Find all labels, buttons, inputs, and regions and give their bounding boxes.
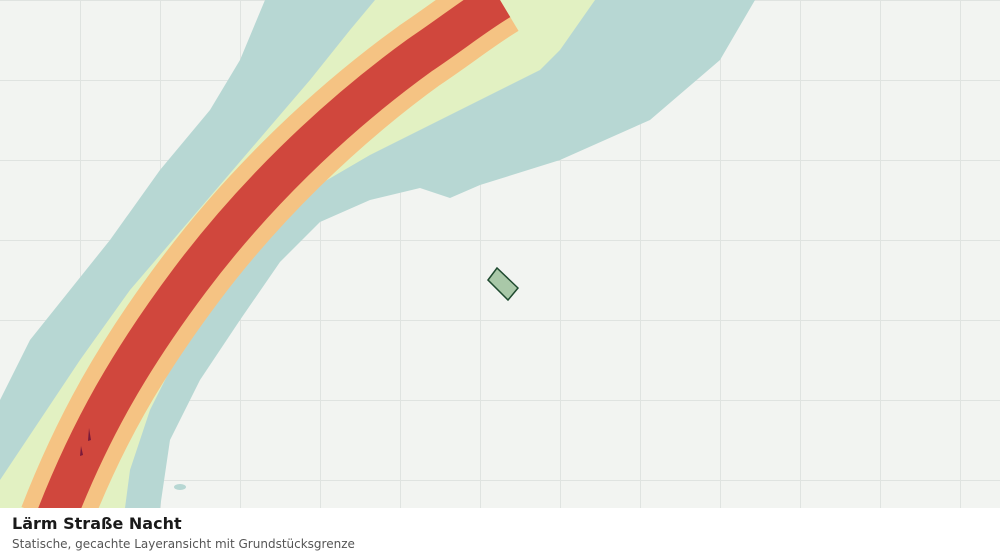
noise-patch xyxy=(174,484,186,490)
layer-title: Lärm Straße Nacht xyxy=(12,514,182,533)
layer-subtitle: Statische, gecachte Layeransicht mit Gru… xyxy=(12,537,355,551)
noise-zone-60db xyxy=(38,0,511,508)
noise-hotspot xyxy=(80,428,91,456)
caption: Lärm Straße Nacht Statische, gecachte La… xyxy=(0,508,1000,560)
parcel-boundary[interactable] xyxy=(487,266,520,302)
noise-zone-45db xyxy=(0,0,755,508)
map xyxy=(0,0,1000,508)
